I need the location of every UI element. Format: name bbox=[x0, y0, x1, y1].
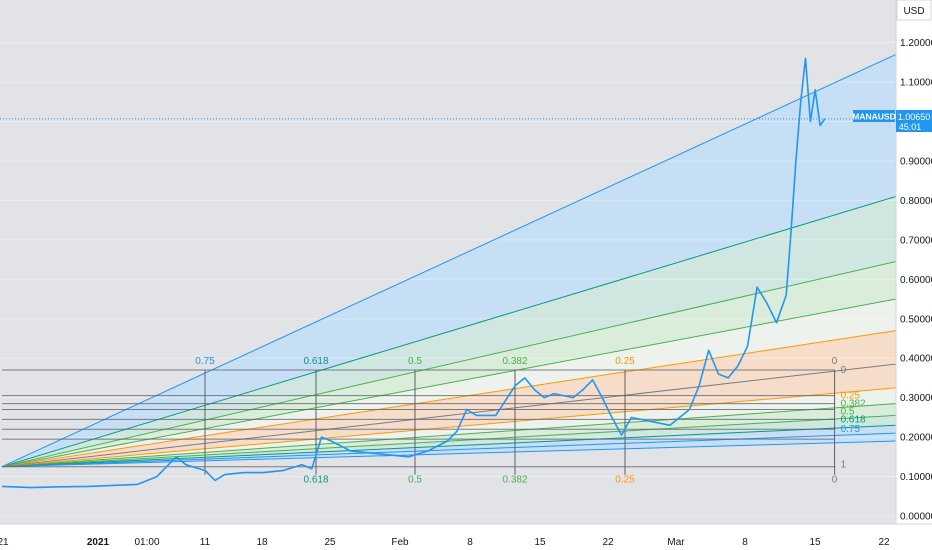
time-tick-label: 25 bbox=[324, 537, 336, 548]
fan-ray[interactable] bbox=[1, 387, 897, 468]
currency-label: USD bbox=[903, 6, 924, 17]
fan-ray[interactable] bbox=[1, 363, 897, 468]
price-tick-label: 0.90000 bbox=[900, 156, 932, 167]
fan-level-top-label: 0.25 bbox=[615, 356, 635, 367]
fan-level-top-label: 0.5 bbox=[408, 356, 422, 367]
last-price-badge bbox=[896, 110, 932, 132]
symbol-badge bbox=[853, 110, 895, 122]
time-tick-label: 22 bbox=[602, 537, 614, 548]
fan-level-bottom-label: 0.618 bbox=[303, 475, 328, 486]
time-axis[interactable]: 21 2021 01:00 11 18 25 Feb 8 15 22 Mar 8 15 22 bbox=[0, 523, 932, 550]
fan-level-bottom-label: 0.25 bbox=[615, 475, 635, 486]
price-badge: MANAUSD 1.00650 45:01 bbox=[852, 110, 932, 132]
series-line-MANAUSD bbox=[1, 57, 826, 489]
time-tick-label: 15 bbox=[809, 537, 821, 548]
fan-level-top-label: 0.618 bbox=[303, 356, 328, 367]
gann-box[interactable]: 0.75 0.618 0.5 0.382 0.25 00.618 0.5 0.382 0.25 0… bbox=[2, 356, 866, 486]
fan-level-right-label: 0.25 bbox=[841, 391, 861, 402]
time-tick-label: 22 bbox=[878, 537, 890, 548]
time-tick-label: 01:00 bbox=[134, 537, 159, 548]
time-tick-label: 18 bbox=[256, 537, 268, 548]
time-tick-label: 11 bbox=[200, 537, 211, 548]
fan-level-right-label: 0 bbox=[841, 365, 847, 376]
time-tick-label: 15 bbox=[534, 537, 546, 548]
currency-label-box bbox=[896, 0, 932, 21]
fan-ray[interactable] bbox=[1, 440, 897, 468]
time-tick-label: 8 bbox=[467, 537, 473, 548]
fan-level-right-label: 0.382 bbox=[841, 399, 866, 410]
time-tick-label: Mar bbox=[667, 537, 685, 548]
fan-level-right-label: 1 bbox=[841, 460, 847, 471]
fan-level-bottom-label: 0.5 bbox=[408, 475, 422, 486]
fan-level-right-label: 0.5 bbox=[841, 406, 855, 417]
time-axis-bg bbox=[0, 524, 932, 550]
time-tick-label: 2021 bbox=[87, 537, 110, 548]
fan-ray[interactable] bbox=[1, 195, 897, 468]
price-series bbox=[1, 57, 826, 489]
time-tick-label: 8 bbox=[742, 537, 748, 548]
price-axis-bg bbox=[896, 0, 932, 550]
fan-ray[interactable] bbox=[1, 414, 897, 468]
fan-level-top-label: 0 bbox=[832, 356, 838, 367]
fan-ray[interactable] bbox=[1, 261, 897, 468]
time-tick-label: 21 bbox=[0, 537, 9, 548]
fan-level-bottom-label: 0 bbox=[832, 475, 838, 486]
fan-level-right-label: 0.75 bbox=[841, 424, 861, 435]
time-tick-label: Feb bbox=[391, 537, 409, 548]
fan-ray[interactable] bbox=[1, 330, 897, 468]
fan-level-bottom-label: 0.382 bbox=[502, 475, 527, 486]
last-price-value: 1.00650 bbox=[898, 112, 931, 122]
countdown-value: 45:01 bbox=[899, 122, 922, 132]
fan-ray[interactable] bbox=[1, 424, 897, 468]
fan-ray[interactable] bbox=[1, 53, 897, 468]
fan-ray[interactable] bbox=[1, 403, 897, 468]
fan-level-right-label: 0.618 bbox=[841, 414, 866, 425]
grid bbox=[0, 42, 896, 517]
fan-level-top-label: 0.75 bbox=[195, 356, 215, 367]
fan-level-top-label: 0.382 bbox=[502, 356, 527, 367]
symbol-badge-label: MANAUSD bbox=[852, 112, 895, 122]
